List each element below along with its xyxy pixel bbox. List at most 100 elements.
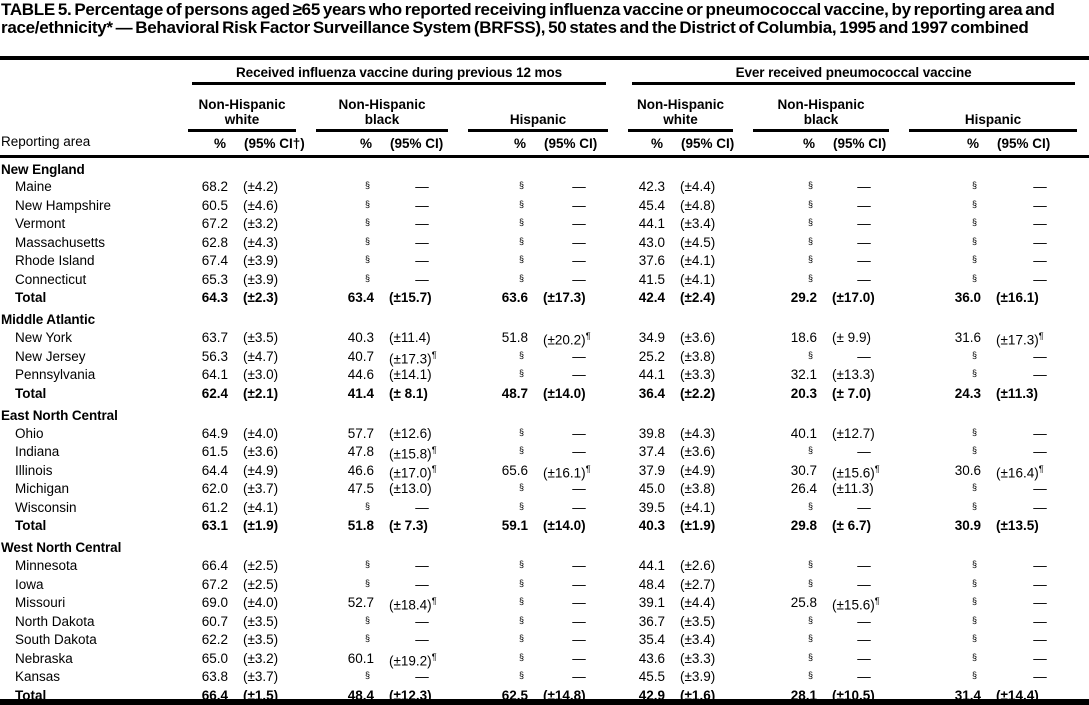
pct-cell: 31.6: [954, 330, 982, 346]
section-header-row: New England: [0, 156, 1089, 178]
reporting-area-cell: Vermont: [15, 216, 66, 232]
pct-cell: 35.4: [638, 632, 666, 648]
pct-cell: §: [518, 180, 524, 190]
table-row: Iowa 67.2 (±2.5) § — § — 48.4 (±2.7) § — § —: [0, 576, 1089, 595]
ci-cell: —: [572, 253, 586, 269]
ci-cell: —: [1033, 595, 1047, 611]
reporting-area-cell: Total: [15, 385, 47, 401]
pct-cell: §: [364, 180, 370, 190]
ci-cell: (±1.5): [243, 687, 279, 703]
ci-cell: (±16.1): [996, 290, 1039, 305]
pct-cell: 62.2: [201, 632, 228, 648]
subgroup-pneumo-nh-black: Non-Hispanic black: [745, 85, 901, 132]
ci-cell: (±4.2): [243, 179, 279, 195]
reporting-area-cell: Ohio: [15, 425, 44, 441]
total-row: Total 63.1 (±1.9) 51.8 (± 7.3) 59.1 (±14.0) 40.…: [0, 517, 1089, 535]
pct-cell: §: [364, 614, 370, 625]
ci-cell: —: [572, 216, 586, 232]
ci-cell: —: [857, 632, 871, 648]
pct-cell: §: [518, 426, 524, 437]
reporting-area-cell: Nebraska: [15, 650, 73, 666]
reporting-area-cell: New Hampshire: [15, 197, 112, 213]
pct-header: %: [901, 132, 992, 158]
ci-cell: —: [572, 234, 586, 250]
ci-cell: —: [857, 179, 871, 195]
ci-cell: —: [572, 179, 586, 195]
ci-cell: (±14.0): [543, 518, 586, 533]
ci-cell: —: [572, 367, 586, 383]
pct-cell: 30.7: [790, 462, 818, 478]
pct-cell: 60.1: [347, 650, 374, 666]
pct-cell: 60.7: [201, 613, 228, 629]
pct-cell: 40.7: [347, 348, 374, 364]
reporting-area-cell: Total: [15, 290, 47, 305]
ci-cell: —: [572, 595, 586, 611]
ci-cell: —: [572, 197, 586, 213]
ci-cell: (±4.1): [243, 499, 279, 515]
ci-cell: (±3.6): [243, 444, 279, 460]
pct-cell: 65.0: [201, 650, 228, 666]
table-row: Vermont 67.2 (±3.2) § — § — 44.1 (±3.4) § — § —: [0, 215, 1089, 234]
ci-cell: (±3.7): [243, 669, 279, 685]
ci-cell: —: [415, 197, 429, 213]
ci-cell: (±18.4)¶: [389, 596, 437, 613]
pct-cell: 34.9: [638, 330, 666, 346]
ci-cell: (±17.3)¶: [996, 331, 1044, 348]
ci-cell: —: [1033, 179, 1047, 195]
pct-cell: 62.4: [201, 385, 228, 401]
ci-cell: (±14.4): [996, 687, 1039, 703]
table-row: Kansas 63.8 (±3.7) § — § — 45.5 (±3.9) § — § —: [0, 668, 1089, 687]
column-group-influenza-label: Received influenza vaccine during previo…: [192, 65, 607, 85]
ci-cell: —: [1033, 348, 1047, 364]
ci-cell: —: [572, 669, 586, 685]
ci-cell: —: [857, 271, 871, 287]
pct-cell: §: [364, 198, 370, 209]
ci-cell: (±4.1): [680, 271, 716, 287]
ci-cell: —: [1033, 650, 1047, 666]
table-row: New York 63.7 (±3.5) 40.3 (±11.4) 51.8 (±20.2)…: [0, 329, 1089, 348]
pct-cell: 32.1: [790, 367, 818, 383]
ci-cell: (±12.6): [389, 425, 432, 441]
pct-cell: §: [808, 254, 814, 264]
ci-cell: (±3.9): [680, 669, 716, 685]
reporting-area-cell: Maine: [15, 179, 52, 195]
pct-cell: 61.5: [201, 444, 228, 460]
ci-cell: (±4.3): [243, 234, 279, 250]
ci-cell: —: [415, 632, 429, 648]
pct-cell: 43.6: [638, 650, 666, 666]
ci-cell: (±4.0): [243, 595, 279, 611]
pct-cell: 57.7: [347, 425, 374, 441]
ci-cell: (±14.8): [543, 687, 586, 703]
table-row: Massachusetts 62.8 (±4.3) § — § — 43.0 (±4.5) § — §…: [0, 234, 1089, 253]
subgroup-flu-nh-black: Non-Hispanic black: [308, 85, 460, 132]
subgroup-pneumo-hispanic: Hispanic: [901, 85, 1089, 132]
ci-cell: (±11.4): [389, 330, 431, 346]
pct-cell: 39.5: [638, 499, 666, 515]
pct-cell: §: [518, 482, 524, 492]
pct-cell: §: [972, 426, 978, 437]
subgroup-flu-hispanic: Hispanic: [460, 85, 620, 132]
ci-cell: —: [572, 348, 586, 364]
pct-cell: 48.4: [638, 576, 666, 592]
ci-header: (95% CI): [675, 132, 746, 158]
ci-cell: (±3.4): [680, 216, 716, 232]
ci-cell: —: [415, 179, 429, 195]
ci-cell: (±13.3): [832, 367, 875, 383]
pct-cell: 64.4: [201, 462, 228, 478]
ci-cell: (±19.2)¶: [389, 651, 437, 668]
pct-cell: §: [972, 180, 978, 190]
pct-header: %: [180, 132, 238, 158]
pct-cell: 64.1: [201, 367, 228, 383]
reporting-area-cell: New York: [15, 330, 73, 346]
pct-cell: 65.3: [201, 271, 228, 287]
pct-cell: §: [808, 614, 814, 625]
pct-cell: §: [518, 235, 524, 246]
pct-cell: 63.4: [347, 290, 374, 305]
pct-cell: 37.6: [638, 253, 666, 269]
pct-cell: 37.4: [638, 444, 666, 460]
pct-cell: 64.9: [201, 425, 228, 441]
spacer-cell: [0, 60, 180, 85]
pct-cell: §: [808, 559, 814, 569]
table-row: Indiana 61.5 (±3.6) 47.8 (±15.8)¶ § — 37.4 (±3.6…: [0, 443, 1089, 462]
reporting-area-cell: South Dakota: [15, 632, 97, 648]
